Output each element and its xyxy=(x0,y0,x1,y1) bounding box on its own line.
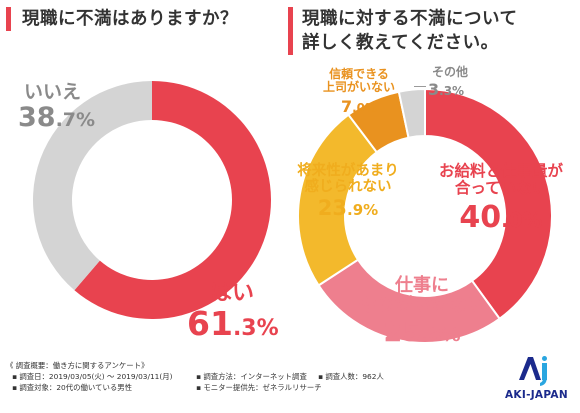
label-no: いいえ xyxy=(24,81,82,103)
value-work-int: 25 xyxy=(383,317,422,349)
label-salary-line2: 合っていない xyxy=(454,179,548,198)
label-future-line1: 将来性があまり xyxy=(297,163,399,179)
logo-text: AKI-JAPAN xyxy=(505,389,568,401)
value-future: 23.9% xyxy=(292,197,404,221)
left-title-bar xyxy=(6,7,11,31)
survey-count: ▪ 調査人数：962人 xyxy=(318,372,384,381)
value-no-int: 38 xyxy=(18,102,56,133)
left-question-title: 現職に不満はありますか？ xyxy=(22,9,238,29)
survey-target: ▪ 調査対象：20代の働いている男性 xyxy=(12,383,133,392)
survey-title: 《 調査概要：働き方に関するアンケート》 xyxy=(6,361,149,370)
label-work-line2: やりがいがない xyxy=(359,295,485,317)
value-yes-int: 61 xyxy=(187,304,233,343)
value-yes: 61.3% xyxy=(187,304,279,343)
label-work: 仕事に やりがいがない 25.8% xyxy=(352,275,492,349)
label-work-line1: 仕事に xyxy=(395,275,449,296)
value-salary-dec: .0% xyxy=(501,207,543,232)
value-no-dec: .7% xyxy=(55,109,96,131)
survey-method: ▪ 調査方法：インターネット調査 xyxy=(196,372,307,381)
label-yes: はい xyxy=(210,281,255,307)
value-yes-dec: .3% xyxy=(232,316,279,341)
right-title-bar xyxy=(288,7,293,55)
label-salary-line1: お給料と仕事量が xyxy=(438,162,563,180)
label-future-line2: 感じられない xyxy=(304,179,392,196)
value-other-dec: .3% xyxy=(439,84,465,99)
value-work-dec: .8% xyxy=(421,324,461,347)
label-no-text: いいえ xyxy=(24,81,82,103)
label-boss-line1: 信頼できる xyxy=(329,67,389,81)
value-boss-dec: .0% xyxy=(352,100,378,115)
label-boss-line2: 上司がいない xyxy=(322,80,395,95)
donut-slice-2 xyxy=(32,81,152,291)
label-other: その他 3.3% xyxy=(428,65,469,99)
right-donut-chart xyxy=(297,87,553,344)
survey-method-text: 調査方法：インターネット調査 xyxy=(203,372,307,381)
right-question-title-line2: 詳しく教えてください。 xyxy=(302,33,499,53)
value-future-dec: .9% xyxy=(347,201,379,220)
label-future: 将来性があまり 感じられない 23.9% xyxy=(292,163,404,221)
donut-slice-5 xyxy=(397,87,426,139)
other-leader-line xyxy=(414,86,426,87)
value-boss: 7.0% xyxy=(318,96,400,116)
value-boss-int: 7 xyxy=(340,96,353,116)
left-donut-chart xyxy=(32,81,271,319)
donut-slice-1 xyxy=(74,81,271,319)
value-other-int: 3 xyxy=(428,80,440,100)
donut-slice-1 xyxy=(424,87,553,321)
value-salary-int: 40 xyxy=(459,199,502,235)
value-salary: 40.0% xyxy=(426,199,576,235)
survey-date: ▪ 調査日：2019/03/05(火) 〜 2019/03/11(月) xyxy=(12,372,173,381)
value-work: 25.8% xyxy=(352,318,492,348)
value-other: 3.3% xyxy=(428,81,468,99)
label-yes-text: はい xyxy=(210,281,255,306)
survey-provider: ▪ モニター提供先：ゼネラルリサーチ xyxy=(196,383,322,392)
survey-date-text: 調査日：2019/03/05(火) 〜 2019/03/11(月) xyxy=(19,372,173,381)
label-salary: お給料と仕事量が 合っていない 40.0% xyxy=(426,162,576,235)
label-boss: 信頼できる 上司がいない 7.0% xyxy=(318,67,400,116)
survey-count-text: 調査人数：962人 xyxy=(325,372,384,381)
survey-provider-text: モニター提供先：ゼネラルリサーチ xyxy=(203,383,322,392)
value-no: 38.7% xyxy=(18,102,96,133)
survey-target-text: 調査対象：20代の働いている男性 xyxy=(19,383,133,392)
label-other-line1: その他 xyxy=(432,65,469,79)
value-future-int: 23 xyxy=(317,196,348,221)
right-question-title-line1: 現職に対する不満について xyxy=(302,9,518,29)
